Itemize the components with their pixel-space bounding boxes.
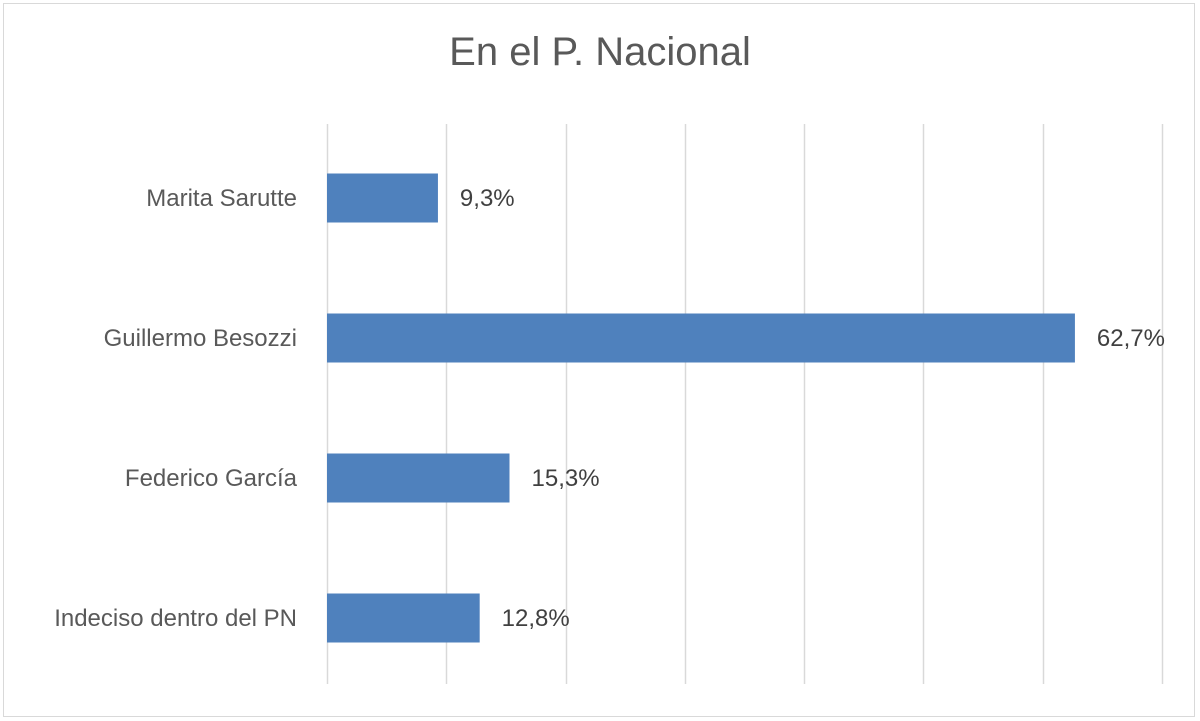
data-label: 12,8% xyxy=(502,605,570,632)
bar xyxy=(327,453,510,503)
chart-title: En el P. Nacional xyxy=(449,30,751,74)
bars xyxy=(327,173,1075,643)
category-label: Federico García xyxy=(125,465,298,492)
category-label: Guillermo Besozzi xyxy=(104,325,297,352)
data-label: 15,3% xyxy=(532,465,600,492)
category-labels: Marita Sarutte Guillermo Besozzi Federico … xyxy=(54,185,297,632)
bar xyxy=(327,313,1075,363)
value-labels: 9,3% 62,7% 15,3% 12,8% xyxy=(460,185,1165,632)
bar xyxy=(327,593,480,643)
gridlines xyxy=(326,124,1164,684)
data-label: 9,3% xyxy=(460,185,515,212)
category-label: Indeciso dentro del PN xyxy=(54,605,297,632)
category-label: Marita Sarutte xyxy=(146,185,297,212)
bar xyxy=(327,173,438,223)
data-label: 62,7% xyxy=(1097,325,1165,352)
